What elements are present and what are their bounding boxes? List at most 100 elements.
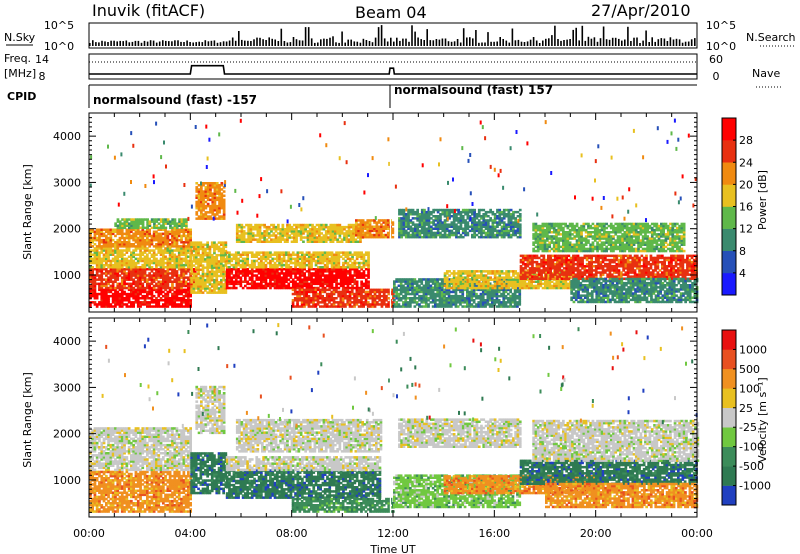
nsky-bar	[429, 40, 432, 46]
power-cell	[330, 253, 334, 256]
nsky-bar	[371, 42, 374, 46]
power-cell	[105, 270, 108, 273]
power-cell	[425, 210, 429, 214]
power-cell	[159, 299, 163, 302]
power-cell	[143, 268, 147, 271]
power-cell	[232, 263, 236, 267]
power-cell	[395, 290, 398, 294]
power-cell	[217, 270, 221, 274]
power-cell	[286, 240, 289, 243]
power-cell	[366, 223, 370, 226]
power-cell	[125, 259, 129, 263]
power-cell	[377, 221, 381, 224]
power-cell	[217, 260, 221, 263]
power-cell	[244, 272, 247, 275]
power-cell	[367, 266, 370, 269]
power-cell	[141, 226, 145, 230]
power-cell	[162, 222, 165, 225]
power-cell	[498, 213, 502, 216]
power-cell	[123, 220, 127, 223]
power-cell	[296, 251, 300, 254]
power-cell	[184, 284, 188, 288]
power-cell	[328, 305, 331, 308]
power-cell	[141, 222, 145, 225]
power-cell	[457, 210, 460, 214]
power-cell	[164, 243, 167, 246]
power-cell	[105, 282, 108, 286]
power-cell	[222, 253, 225, 257]
power-cell	[105, 305, 108, 308]
power-cell	[100, 247, 104, 250]
power-cell	[159, 232, 163, 236]
power-cell	[190, 272, 193, 276]
power-cell	[123, 290, 126, 294]
power-cell	[194, 268, 198, 271]
power-cell	[166, 294, 170, 298]
power-cell	[139, 290, 142, 294]
power-cell	[139, 292, 142, 296]
power-cell	[418, 297, 421, 300]
power-cell	[256, 234, 260, 237]
power-cell	[152, 276, 156, 279]
power-cell	[432, 235, 435, 239]
power-cell	[406, 292, 410, 296]
power-cell	[173, 230, 177, 233]
power-cell	[418, 213, 422, 216]
power-cell	[404, 223, 408, 226]
power-cell	[402, 229, 406, 233]
power-cell	[322, 236, 326, 239]
power-cell	[118, 286, 122, 290]
power-cell	[175, 288, 179, 292]
power-cell	[271, 272, 275, 275]
power-cell	[455, 227, 458, 230]
power-cell	[404, 213, 408, 216]
power-cell	[269, 263, 272, 267]
power-cell	[301, 266, 304, 269]
power-cell	[502, 231, 506, 235]
power-cell	[491, 229, 495, 233]
power-cell	[397, 303, 401, 306]
power-cell	[157, 290, 161, 294]
power-cell	[366, 219, 370, 222]
power-cell	[220, 287, 223, 290]
power-cell	[116, 243, 120, 246]
power-cell	[166, 220, 170, 223]
power-cell	[280, 286, 284, 290]
power-cell	[326, 284, 329, 288]
power-cell	[89, 276, 92, 279]
power-cell	[376, 290, 379, 294]
power-cell	[404, 297, 408, 300]
power-cell	[201, 251, 205, 255]
power-cell	[197, 245, 200, 249]
power-cell	[257, 263, 261, 267]
power-cell	[116, 274, 120, 277]
power-cell	[265, 232, 269, 235]
power-cell	[166, 282, 170, 286]
power-cell	[242, 225, 246, 229]
power-cell	[367, 261, 370, 265]
power-cell	[471, 225, 474, 228]
power-cell	[368, 223, 372, 226]
power-cell	[109, 238, 113, 242]
power-cell	[272, 223, 276, 227]
power-cell	[107, 263, 110, 267]
power-cell	[240, 223, 244, 227]
power-cell	[314, 303, 318, 306]
power-cell	[180, 286, 183, 290]
power-cell	[382, 225, 386, 228]
power-cell	[330, 268, 334, 271]
power-cell	[168, 253, 172, 256]
power-cell	[211, 206, 215, 210]
power-cell	[213, 184, 217, 187]
power-cell	[387, 288, 391, 292]
power-cell	[353, 299, 356, 302]
power-cell	[182, 249, 186, 252]
power-cell	[213, 281, 216, 284]
power-cell	[120, 294, 124, 298]
power-cell	[180, 288, 183, 292]
power-cell	[217, 247, 221, 251]
power-cell	[484, 223, 488, 226]
power-cell	[222, 285, 225, 288]
power-cell	[182, 230, 186, 233]
power-cell	[175, 294, 179, 298]
